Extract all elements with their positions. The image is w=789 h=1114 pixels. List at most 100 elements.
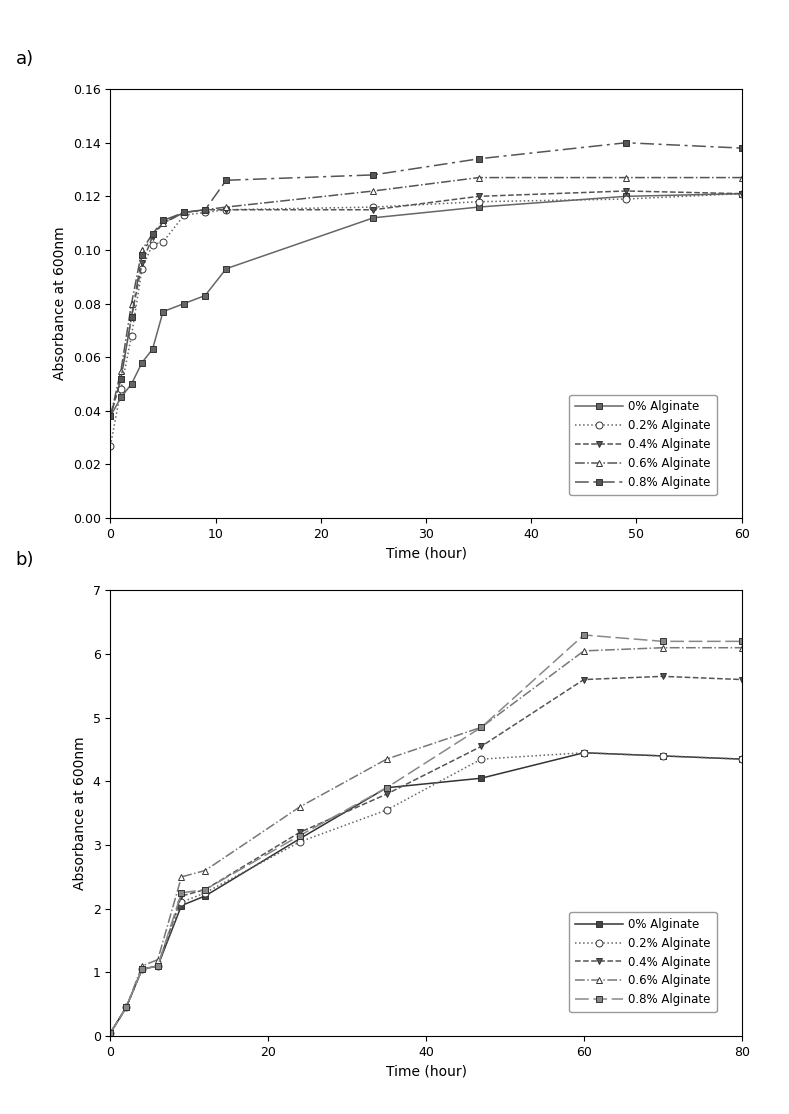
0.4% Alginate — [474, 189, 484, 203]
Line: 0% Alginate: 0% Alginate — [107, 750, 745, 1036]
0.2% Alginate — [382, 803, 391, 817]
0.6% Alginate — [621, 170, 630, 184]
0% Alginate — [579, 746, 589, 760]
0% Alginate — [621, 189, 630, 203]
0% Alginate — [658, 750, 667, 763]
0.6% Alginate — [106, 1026, 115, 1039]
0% Alginate — [737, 752, 746, 765]
0.6% Alginate — [474, 170, 484, 184]
0% Alginate — [153, 959, 163, 973]
0.4% Alginate — [153, 959, 163, 973]
0.6% Alginate — [200, 203, 210, 216]
0.8% Alginate — [295, 829, 305, 842]
0.8% Alginate — [148, 227, 157, 241]
0.6% Alginate — [116, 364, 125, 378]
0% Alginate — [148, 342, 157, 355]
Line: 0.8% Alginate: 0.8% Alginate — [107, 139, 745, 420]
0.6% Alginate — [127, 296, 136, 310]
0.8% Alginate — [159, 214, 168, 227]
0.6% Alginate — [579, 644, 589, 657]
0% Alginate — [295, 832, 305, 846]
0.4% Alginate — [106, 410, 115, 423]
0.8% Alginate — [621, 136, 630, 149]
0.2% Alginate — [148, 238, 157, 252]
X-axis label: Time (hour): Time (hour) — [386, 1064, 466, 1078]
0.6% Alginate — [137, 243, 147, 256]
0.6% Alginate — [153, 952, 163, 966]
0.6% Alginate — [200, 863, 210, 877]
0% Alginate — [200, 289, 210, 302]
0.2% Alginate — [159, 235, 168, 248]
Y-axis label: Absorbance at 600nm: Absorbance at 600nm — [53, 227, 67, 380]
Line: 0.4% Alginate: 0.4% Alginate — [107, 673, 745, 1036]
0.6% Alginate — [137, 959, 147, 973]
0.2% Alginate — [153, 959, 163, 973]
0% Alginate — [177, 899, 186, 912]
0% Alginate — [127, 378, 136, 391]
0% Alginate — [200, 889, 210, 902]
0.4% Alginate — [159, 216, 168, 229]
0.6% Alginate — [737, 170, 746, 184]
0.2% Alginate — [474, 195, 484, 208]
0.8% Alginate — [106, 410, 115, 423]
0.4% Alginate — [200, 883, 210, 897]
0% Alginate — [222, 262, 231, 275]
0% Alginate — [106, 1026, 115, 1039]
0.4% Alginate — [368, 203, 378, 216]
0.6% Alginate — [179, 206, 189, 219]
0.4% Alginate — [222, 203, 231, 216]
0% Alginate — [474, 201, 484, 214]
0.2% Alginate — [222, 203, 231, 216]
0.2% Alginate — [122, 1000, 131, 1014]
0.8% Alginate — [137, 962, 147, 976]
0% Alginate — [137, 962, 147, 976]
0.2% Alginate — [127, 329, 136, 342]
Y-axis label: Absorbance at 600nm: Absorbance at 600nm — [73, 736, 87, 890]
Line: 0.8% Alginate: 0.8% Alginate — [107, 632, 745, 1036]
0.2% Alginate — [295, 836, 305, 849]
0.8% Alginate — [153, 959, 163, 973]
0.8% Alginate — [127, 311, 136, 324]
0.8% Alginate — [658, 635, 667, 648]
0.8% Alginate — [579, 628, 589, 642]
0.2% Alginate — [737, 752, 746, 765]
0.2% Alginate — [137, 262, 147, 275]
Line: 0.2% Alginate: 0.2% Alginate — [107, 750, 745, 1036]
0.2% Alginate — [621, 193, 630, 206]
0.4% Alginate — [737, 673, 746, 686]
Line: 0.4% Alginate: 0.4% Alginate — [107, 187, 745, 420]
0.2% Alginate — [106, 1026, 115, 1039]
0% Alginate — [137, 355, 147, 369]
Line: 0.6% Alginate: 0.6% Alginate — [107, 644, 745, 1036]
Line: 0% Alginate: 0% Alginate — [107, 190, 745, 420]
0.8% Alginate — [137, 248, 147, 262]
0% Alginate — [116, 391, 125, 404]
0.8% Alginate — [474, 153, 484, 166]
0% Alginate — [368, 211, 378, 224]
0.4% Alginate — [621, 184, 630, 197]
0.2% Alginate — [737, 187, 746, 201]
0.6% Alginate — [658, 641, 667, 654]
0.4% Alginate — [382, 788, 391, 801]
0.2% Alginate — [177, 896, 186, 909]
0.8% Alginate — [737, 141, 746, 155]
0.6% Alginate — [737, 641, 746, 654]
0.4% Alginate — [116, 372, 125, 385]
0.2% Alginate — [658, 750, 667, 763]
0.4% Alginate — [477, 740, 486, 753]
0.2% Alginate — [116, 382, 125, 395]
0.8% Alginate — [106, 1026, 115, 1039]
0.2% Alginate — [368, 201, 378, 214]
0% Alginate — [122, 1000, 131, 1014]
0.4% Alginate — [148, 229, 157, 243]
0% Alginate — [159, 305, 168, 319]
0.8% Alginate — [477, 721, 486, 734]
0.6% Alginate — [477, 721, 486, 734]
0.4% Alginate — [737, 187, 746, 201]
0.4% Alginate — [122, 1000, 131, 1014]
0.6% Alginate — [368, 184, 378, 197]
Text: b): b) — [16, 551, 34, 569]
0.2% Alginate — [200, 206, 210, 219]
Legend: 0% Alginate, 0.2% Alginate, 0.4% Alginate, 0.6% Alginate, 0.8% Alginate: 0% Alginate, 0.2% Alginate, 0.4% Alginat… — [570, 912, 717, 1013]
Legend: 0% Alginate, 0.2% Alginate, 0.4% Alginate, 0.6% Alginate, 0.8% Alginate: 0% Alginate, 0.2% Alginate, 0.4% Alginat… — [570, 394, 717, 495]
